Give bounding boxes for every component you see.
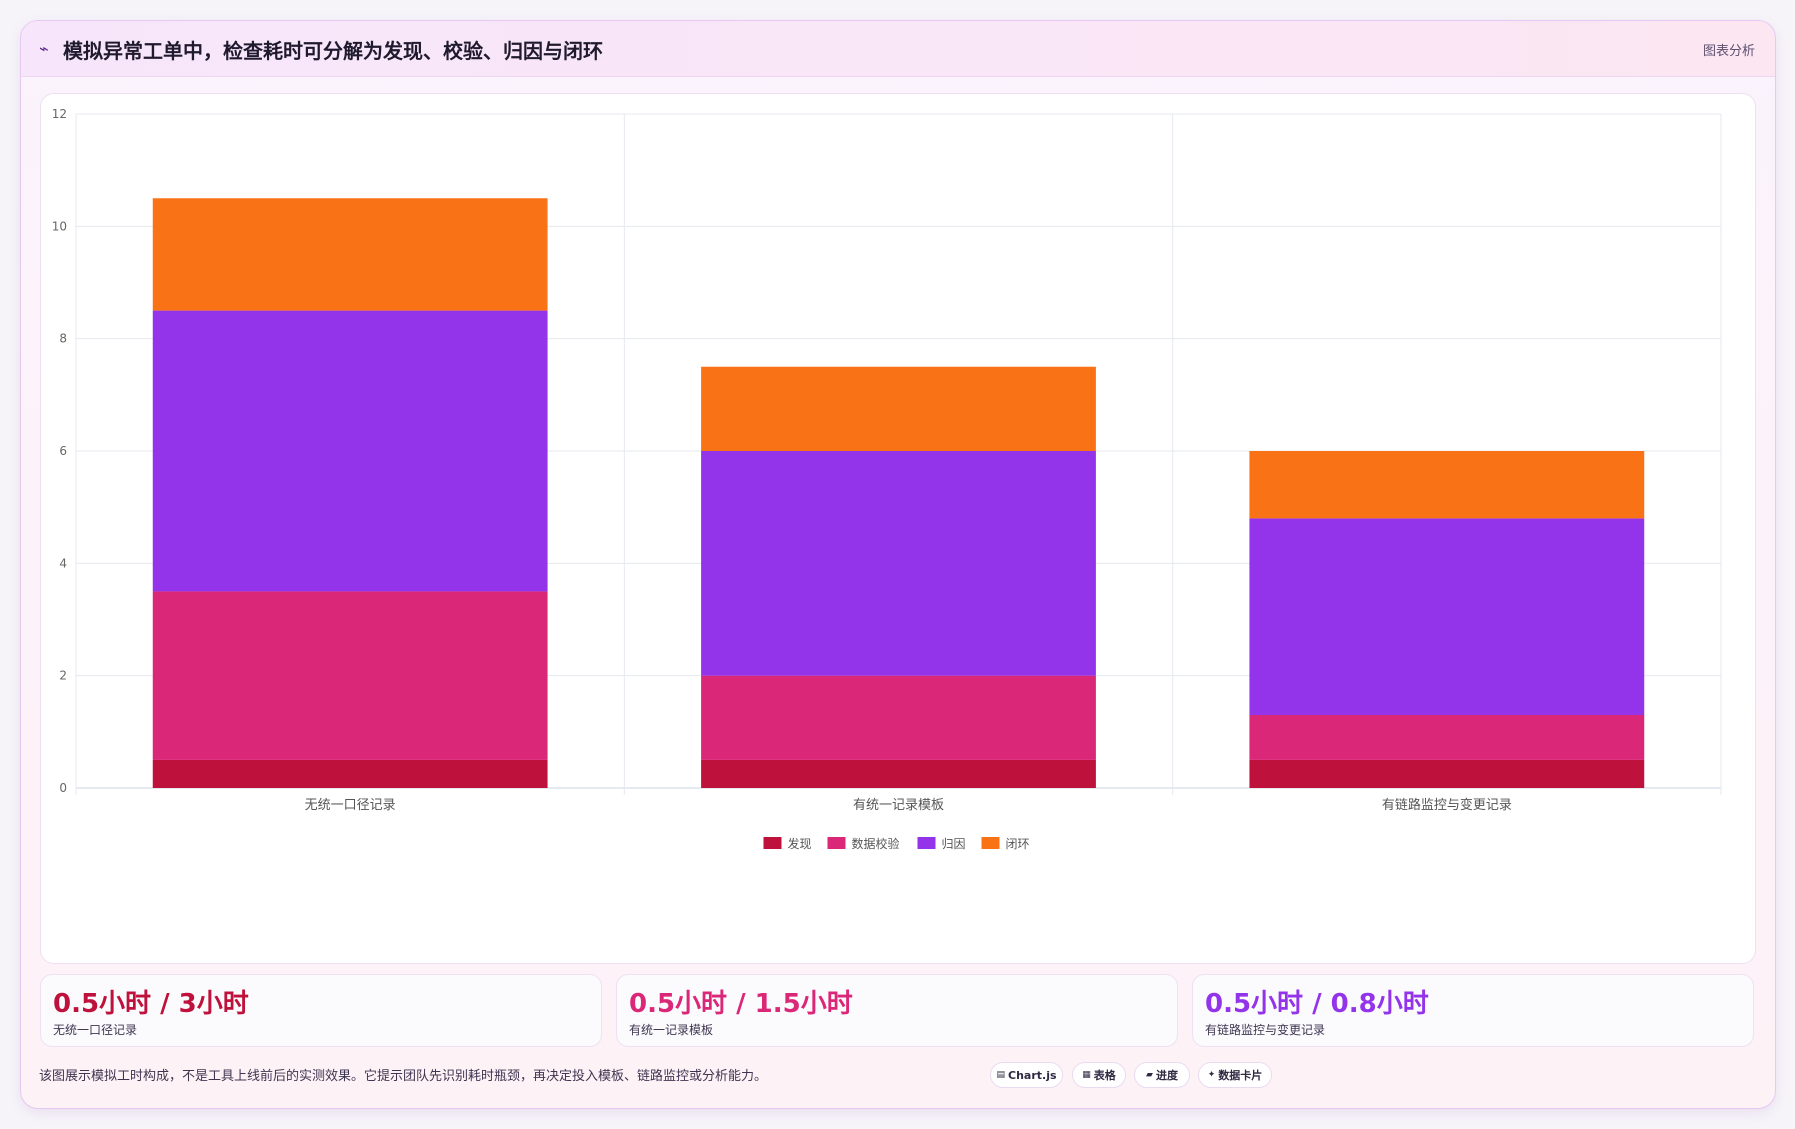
legend-swatch bbox=[917, 837, 936, 849]
stat-value: 0.5小时 / 1.5小时 bbox=[629, 989, 853, 1019]
sparkle-icon: ✦ bbox=[1207, 1070, 1216, 1080]
legend-swatch bbox=[763, 837, 782, 849]
pill-progress[interactable]: ▰ 进度 bbox=[1134, 1062, 1190, 1088]
bar-segment bbox=[152, 591, 548, 760]
progress-icon: ▰ bbox=[1146, 1070, 1153, 1080]
bar-segment bbox=[1249, 518, 1645, 715]
footnote: 该图展示模拟工时构成，不是工具上线前后的实测效果。它提示团队先识别耗时瓶颈，再决… bbox=[39, 1069, 768, 1084]
y-tick-label: 8 bbox=[59, 332, 67, 346]
bar-segment bbox=[701, 366, 1096, 451]
bar-segment bbox=[701, 759, 1096, 788]
y-tick-label: 12 bbox=[52, 107, 67, 121]
stat-card-monitoring: 0.5小时 / 0.8小时 有链路监控与变更记录 bbox=[1192, 974, 1754, 1047]
bar-segment bbox=[152, 759, 548, 788]
stat-card-no-unified: 0.5小时 / 3小时 无统一口径记录 bbox=[40, 974, 602, 1047]
bar-segment bbox=[701, 675, 1096, 760]
trend-icon: ⌁ bbox=[39, 39, 49, 58]
x-tick-label: 有链路监控与变更记录 bbox=[1382, 797, 1512, 813]
bar-segment bbox=[1249, 714, 1645, 760]
bar-segment bbox=[152, 310, 548, 592]
y-tick-label: 2 bbox=[59, 669, 67, 683]
x-tick-label: 无统一口径记录 bbox=[305, 798, 396, 813]
chart-panel: 0 2 4 6 8 10 12 无统一口径记录 有统一记录模板 有链路监控与变更记录发现 数据校验 归… bbox=[40, 93, 1756, 964]
y-tick-label: 4 bbox=[59, 556, 67, 570]
y-tick-label: 10 bbox=[52, 219, 67, 233]
legend-label: 数据校验 bbox=[852, 836, 900, 851]
chart-card: ⌁ 模拟异常工单中，检查耗时可分解为发现、校验、归因与闭环 图表分析 0 2 4 6 8… bbox=[20, 20, 1776, 1109]
pill-data-card[interactable]: ✦ 数据卡片 bbox=[1198, 1062, 1272, 1088]
x-tick-label: 有统一记录模板 bbox=[853, 798, 944, 813]
stat-value: 0.5小时 / 0.8小时 bbox=[1205, 989, 1429, 1019]
card-header: ⌁ 模拟异常工单中，检查耗时可分解为发现、校验、归因与闭环 图表分析 bbox=[21, 21, 1775, 77]
bar-segment bbox=[1249, 759, 1645, 788]
pill-label: Chart.js bbox=[1008, 1068, 1057, 1082]
stat-label: 有链路监控与变更记录 bbox=[1205, 1023, 1326, 1037]
stat-value: 0.5小时 / 3小时 bbox=[53, 989, 249, 1019]
pill-label: 数据卡片 bbox=[1218, 1069, 1263, 1082]
legend-label: 闭环 bbox=[1006, 837, 1030, 851]
bar-segment bbox=[152, 198, 548, 311]
stat-label: 有统一记录模板 bbox=[629, 1023, 714, 1037]
bar-segment bbox=[1249, 451, 1645, 519]
legend-swatch bbox=[827, 837, 846, 849]
y-tick-label: 6 bbox=[59, 444, 67, 458]
bar-segment bbox=[701, 451, 1096, 676]
chart-icon: ▤ bbox=[996, 1070, 1005, 1080]
table-icon: ▦ bbox=[1082, 1070, 1091, 1080]
chart-title: 模拟异常工单中，检查耗时可分解为发现、校验、归因与闭环 bbox=[63, 39, 603, 63]
pill-label: 表格 bbox=[1093, 1069, 1116, 1082]
stat-label: 无统一口径记录 bbox=[53, 1023, 138, 1037]
legend-label: 归因 bbox=[942, 837, 966, 851]
pill-table[interactable]: ▦ 表格 bbox=[1072, 1062, 1126, 1088]
legend-swatch bbox=[981, 837, 1000, 849]
legend-label: 发现 bbox=[788, 836, 812, 851]
pill-chartjs[interactable]: ▤ Chart.js bbox=[990, 1062, 1063, 1088]
chart-analysis-tag[interactable]: 图表分析 bbox=[1702, 44, 1755, 59]
y-tick-label: 0 bbox=[59, 781, 67, 795]
pill-label: 进度 bbox=[1155, 1069, 1178, 1082]
stat-card-unified-template: 0.5小时 / 1.5小时 有统一记录模板 bbox=[616, 974, 1178, 1047]
